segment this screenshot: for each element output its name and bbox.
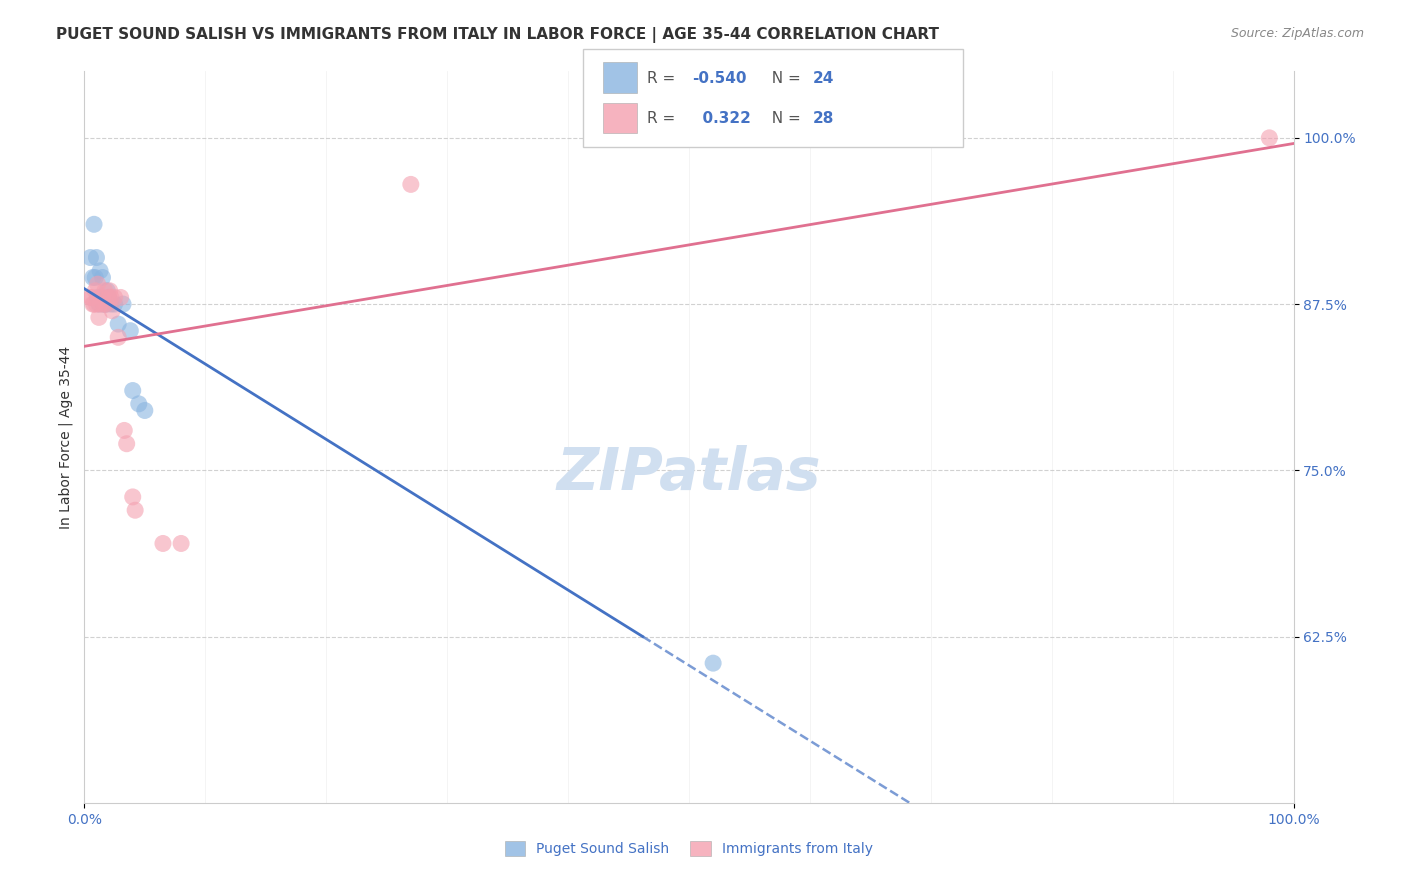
Text: N =: N =: [762, 71, 806, 86]
Point: [101, 303, 124, 318]
Point: [93, 297, 115, 311]
Point: [84, 284, 107, 298]
Text: 0.322: 0.322: [692, 112, 751, 126]
Point: [134, 403, 156, 417]
Text: PUGET SOUND SALISH VS IMMIGRANTS FROM ITALY IN LABOR FORCE | AGE 35-44 CORRELATI: PUGET SOUND SALISH VS IMMIGRANTS FROM IT…: [56, 27, 939, 43]
Point: [94, 297, 117, 311]
Point: [83, 217, 105, 231]
Point: [94, 297, 117, 311]
Text: N =: N =: [762, 112, 806, 126]
Point: [89, 297, 111, 311]
Text: -0.540: -0.540: [692, 71, 747, 86]
Text: ZIPatlas: ZIPatlas: [557, 445, 821, 502]
Point: [112, 297, 135, 311]
Point: [94, 284, 117, 298]
Point: [80, 290, 103, 304]
Point: [86, 277, 108, 292]
Point: [91, 290, 114, 304]
Point: [107, 317, 129, 331]
Point: [97, 290, 120, 304]
Point: [93, 297, 115, 311]
Point: [124, 503, 146, 517]
Text: Source: ZipAtlas.com: Source: ZipAtlas.com: [1230, 27, 1364, 40]
Point: [702, 656, 724, 670]
Y-axis label: In Labor Force | Age 35-44: In Labor Force | Age 35-44: [59, 345, 73, 529]
Point: [98, 284, 121, 298]
Point: [86, 251, 108, 265]
Point: [86, 297, 108, 311]
Point: [104, 297, 127, 311]
Legend: Puget Sound Salish, Immigrants from Italy: Puget Sound Salish, Immigrants from Ital…: [499, 836, 879, 862]
Point: [100, 297, 122, 311]
Point: [170, 536, 193, 550]
Point: [82, 270, 104, 285]
Point: [79, 251, 101, 265]
Point: [87, 297, 110, 311]
Point: [121, 384, 143, 398]
Point: [87, 310, 110, 325]
Point: [120, 324, 142, 338]
Point: [97, 290, 120, 304]
Point: [1258, 131, 1281, 145]
Point: [89, 264, 111, 278]
Point: [91, 270, 114, 285]
Point: [83, 297, 105, 311]
Point: [121, 490, 143, 504]
Point: [107, 330, 129, 344]
Text: 28: 28: [813, 112, 834, 126]
Point: [399, 178, 422, 192]
Point: [110, 290, 132, 304]
Point: [112, 424, 135, 438]
Point: [84, 270, 107, 285]
Text: 24: 24: [813, 71, 834, 86]
Point: [79, 290, 101, 304]
Point: [86, 290, 108, 304]
Point: [152, 536, 174, 550]
Point: [100, 290, 122, 304]
Point: [128, 397, 150, 411]
Point: [90, 290, 112, 304]
Text: R =: R =: [647, 112, 681, 126]
Point: [82, 297, 104, 311]
Point: [94, 297, 117, 311]
Text: R =: R =: [647, 71, 681, 86]
Point: [115, 436, 138, 450]
Point: [96, 284, 118, 298]
Point: [104, 290, 127, 304]
